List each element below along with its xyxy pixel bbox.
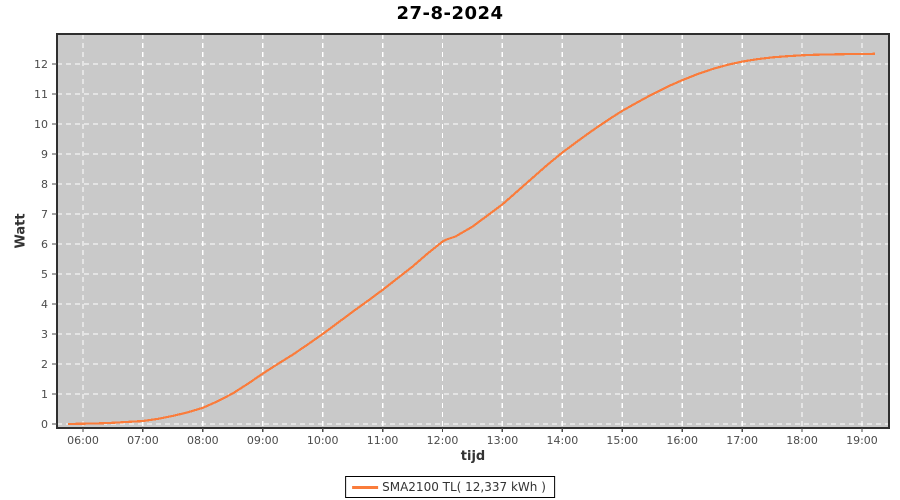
x-tick-label: 07:00 [127, 434, 159, 447]
y-tick-label: 8 [41, 178, 48, 191]
legend-line-swatch [352, 485, 379, 489]
y-tick-label: 4 [41, 298, 48, 311]
plot-border [56, 33, 890, 429]
y-tick-label: 0 [41, 418, 48, 431]
x-tick-label: 14:00 [547, 434, 579, 447]
y-tick-label: 1 [41, 388, 48, 401]
x-tick-label: 19:00 [846, 434, 878, 447]
x-tick-label: 16:00 [666, 434, 698, 447]
x-tick-label: 18:00 [786, 434, 818, 447]
y-tick-label: 5 [41, 268, 48, 281]
legend-label: SMA2100 TL( 12,337 kWh ) [382, 480, 546, 494]
x-tick-label: 15:00 [606, 434, 638, 447]
x-tick-label: 12:00 [427, 434, 459, 447]
chart-title: 27-8-2024 [396, 3, 504, 24]
x-tick-label: 09:00 [247, 434, 279, 447]
y-tick-label: 11 [34, 88, 48, 101]
x-tick-label: 10:00 [307, 434, 339, 447]
x-axis-title: tijd [460, 449, 486, 464]
y-tick-label: 12 [34, 58, 48, 71]
x-tick-label: 11:00 [367, 434, 399, 447]
x-tick-label: 08:00 [187, 434, 219, 447]
y-tick-label: 7 [41, 208, 48, 221]
y-tick-label: 3 [41, 328, 48, 341]
y-tick-label: 2 [41, 358, 48, 371]
y-tick-label: 9 [41, 148, 48, 161]
y-axis-title: Watt [13, 213, 29, 249]
x-tick-label: 06:00 [67, 434, 99, 447]
x-tick-label: 13:00 [487, 434, 519, 447]
series-line [67, 52, 875, 426]
y-tick-label: 10 [34, 118, 48, 131]
y-tick-label: 6 [41, 238, 48, 251]
x-tick-label: 17:00 [726, 434, 758, 447]
plot-background [57, 34, 889, 428]
legend: SMA2100 TL( 12,337 kWh ) [345, 476, 555, 498]
